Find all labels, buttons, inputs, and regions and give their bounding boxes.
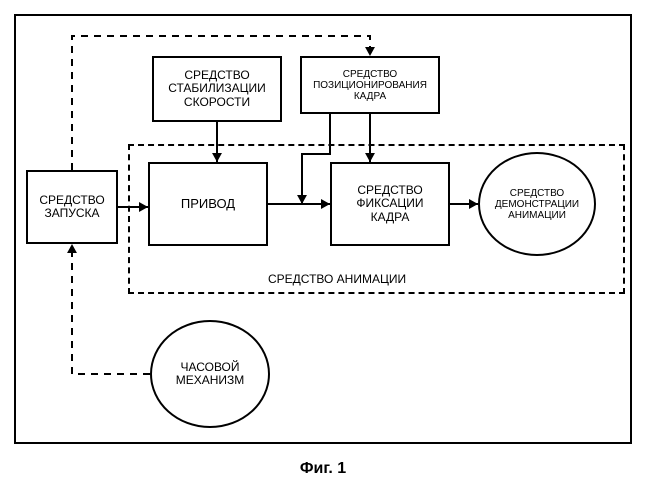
node-clock-label: ЧАСОВОЙМЕХАНИЗМ <box>176 361 245 387</box>
node-fix-label: СРЕДСТВОФИКСАЦИИКАДРА <box>356 184 423 224</box>
node-drive: ПРИВОД <box>148 162 268 246</box>
node-clock: ЧАСОВОЙМЕХАНИЗМ <box>150 320 270 428</box>
figure-caption: Фиг. 1 <box>0 460 646 478</box>
node-stab-label: СРЕДСТВОСТАБИЛИЗАЦИИСКОРОСТИ <box>168 69 266 109</box>
node-demo-label: СРЕДСТВОДЕМОНСТРАЦИИАНИМАЦИИ <box>495 188 579 221</box>
node-stab: СРЕДСТВОСТАБИЛИЗАЦИИСКОРОСТИ <box>152 56 282 122</box>
node-launch: СРЕДСТВОЗАПУСКА <box>26 170 118 244</box>
node-posn: СРЕДСТВОПОЗИЦИОНИРОВАНИЯКАДРА <box>300 56 440 114</box>
node-demo: СРЕДСТВОДЕМОНСТРАЦИИАНИМАЦИИ <box>478 152 596 256</box>
node-drive-label: ПРИВОД <box>181 197 235 211</box>
node-posn-label: СРЕДСТВОПОЗИЦИОНИРОВАНИЯКАДРА <box>313 69 427 102</box>
animation-group-label: СРЕДСТВО АНИМАЦИИ <box>268 272 406 286</box>
node-fix: СРЕДСТВОФИКСАЦИИКАДРА <box>330 162 450 246</box>
node-launch-label: СРЕДСТВОЗАПУСКА <box>39 194 104 220</box>
